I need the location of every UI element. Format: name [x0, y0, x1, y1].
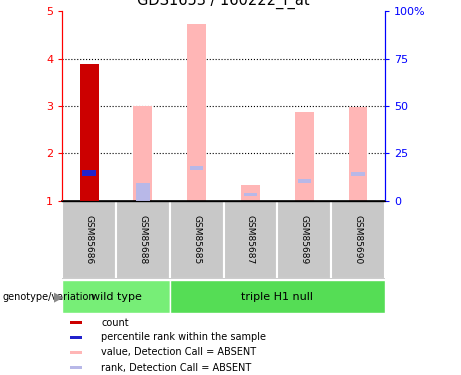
Title: GDS1653 / 160222_i_at: GDS1653 / 160222_i_at	[137, 0, 310, 9]
Text: percentile rank within the sample: percentile rank within the sample	[101, 333, 266, 342]
Text: GSM85688: GSM85688	[138, 215, 148, 265]
Bar	[170, 280, 385, 313]
Bar	[241, 184, 260, 201]
Bar	[170, 201, 224, 279]
Text: ▶: ▶	[54, 290, 64, 303]
Bar	[190, 166, 203, 170]
Text: GSM85685: GSM85685	[192, 215, 201, 265]
Bar	[70, 366, 82, 369]
Bar	[62, 280, 170, 313]
Bar	[136, 183, 150, 201]
Text: triple H1 null: triple H1 null	[242, 292, 313, 302]
Text: rank, Detection Call = ABSENT: rank, Detection Call = ABSENT	[101, 363, 252, 372]
Bar	[297, 179, 311, 183]
Bar	[70, 336, 82, 339]
Bar	[331, 201, 385, 279]
Bar	[244, 193, 257, 196]
Text: GSM85690: GSM85690	[354, 215, 362, 265]
Bar	[187, 24, 206, 201]
Text: GSM85686: GSM85686	[85, 215, 94, 265]
Bar	[278, 201, 331, 279]
Bar	[134, 106, 152, 201]
Bar	[295, 112, 313, 201]
Bar	[224, 201, 278, 279]
Text: count: count	[101, 318, 129, 327]
Bar	[83, 170, 96, 176]
Bar	[70, 351, 82, 354]
Text: wild type: wild type	[90, 292, 142, 302]
Text: value, Detection Call = ABSENT: value, Detection Call = ABSENT	[101, 348, 256, 357]
Bar	[349, 107, 367, 201]
Bar	[351, 172, 365, 176]
Bar	[70, 321, 82, 324]
Bar	[116, 201, 170, 279]
Text: genotype/variation: genotype/variation	[2, 292, 95, 302]
Text: GSM85687: GSM85687	[246, 215, 255, 265]
Bar	[62, 201, 116, 279]
Text: GSM85689: GSM85689	[300, 215, 309, 265]
Bar	[80, 64, 99, 201]
